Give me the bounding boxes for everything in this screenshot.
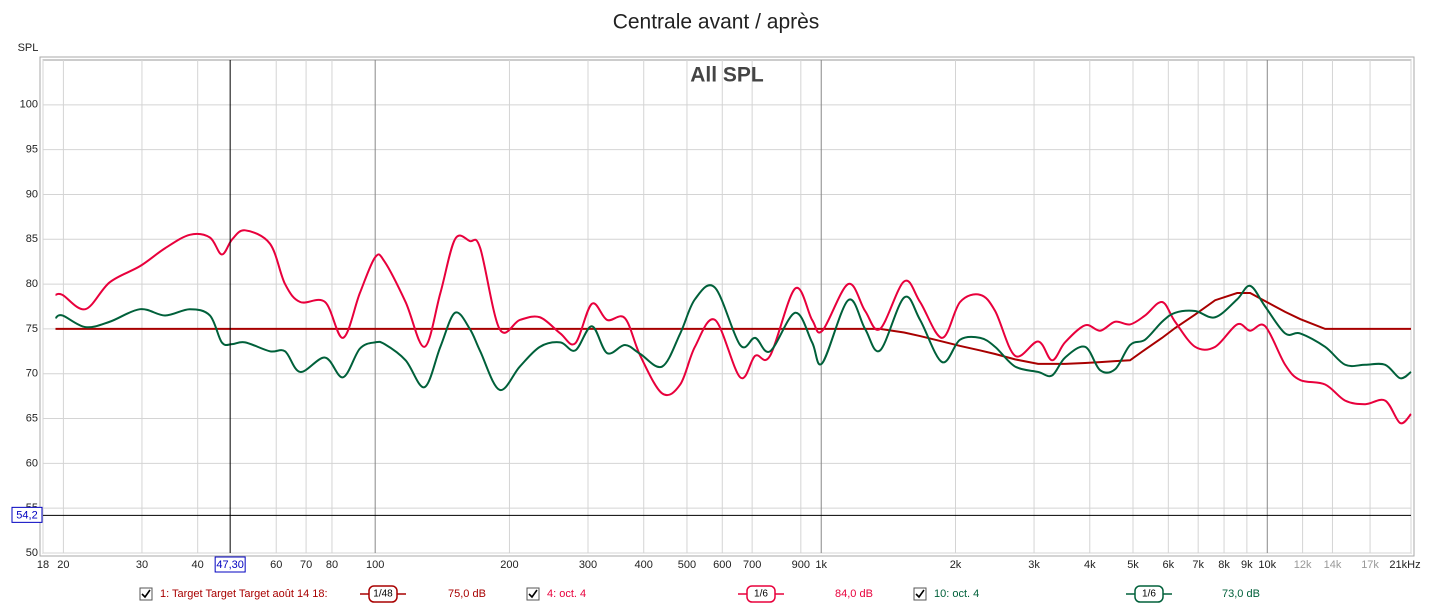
- x-tick-label: 6k: [1163, 559, 1175, 571]
- legend-smoothing-box: [746, 585, 776, 603]
- y-tick-label: 95: [26, 144, 38, 156]
- legend-entry[interactable]: 4: oct. 4 1/6 84,0 dB: [526, 585, 873, 603]
- legend-smoothing: 1/48: [373, 589, 393, 600]
- cursor-x-label: 47,30: [216, 559, 244, 571]
- x-tick-label: 200: [500, 559, 518, 571]
- legend-entry[interactable]: 10: oct. 4 1/6 73,0 dB: [913, 585, 1260, 603]
- legend: 1: Target Target Target août 14 18: 1/48 7…: [139, 585, 1260, 603]
- x-tick-label: 80: [326, 559, 338, 571]
- x-tick-label: 14k: [1324, 559, 1342, 571]
- x-tick-label: 8k: [1218, 559, 1230, 571]
- x-tick-label: 2k: [950, 559, 962, 571]
- y-tick-label: 60: [26, 457, 38, 469]
- chart-title: Centrale avant / après: [613, 11, 820, 34]
- x-tick-label: 400: [635, 559, 653, 571]
- legend-entry[interactable]: 1: Target Target Target août 14 18: 1/48 7…: [139, 585, 486, 603]
- x-tick-label: 9k: [1241, 559, 1253, 571]
- x-tick-label: 600: [713, 559, 731, 571]
- legend-check: [141, 589, 151, 599]
- x-tick-label: 20: [57, 559, 69, 571]
- y-tick-label: 80: [26, 278, 38, 290]
- legend-checkbox[interactable]: [526, 587, 540, 601]
- plot-frame: [39, 56, 1415, 557]
- legend-smoothing-box: [368, 585, 398, 603]
- x-tick-label: 700: [743, 559, 761, 571]
- legend-checkbox[interactable]: [139, 587, 153, 601]
- x-tick-label: 70: [300, 559, 312, 571]
- x-tick-label: 17k: [1361, 559, 1379, 571]
- x-tick-label: 21kHz: [1389, 559, 1420, 571]
- y-tick-label: 70: [26, 368, 38, 380]
- legend-smoothing: 1/6: [1142, 589, 1156, 600]
- x-tick-label: 18: [37, 559, 49, 571]
- legend-checkbox[interactable]: [913, 587, 927, 601]
- y-axis-label: SPL: [18, 42, 39, 54]
- series-line: [55, 229, 1412, 425]
- x-tick-label: 4k: [1084, 559, 1096, 571]
- plot-area: [42, 59, 1412, 554]
- x-tick-label: 1k: [815, 559, 827, 571]
- x-tick-label: 30: [136, 559, 148, 571]
- labels: 5055606570758085909510018203040607080100…: [11, 99, 1421, 573]
- x-tick-label: 10k: [1258, 559, 1276, 571]
- legend-smoothing: 1/6: [754, 589, 768, 600]
- x-tick-label: 100: [366, 559, 384, 571]
- series-line: [54, 284, 1412, 391]
- legend-name: 1: Target Target Target août 14 18:: [160, 588, 328, 600]
- x-tick-label: 60: [270, 559, 282, 571]
- legend-smoothing-box: [1134, 585, 1164, 603]
- y-tick-label: 65: [26, 412, 38, 424]
- cursor-y-label: 54,2: [16, 509, 37, 521]
- series-line: [55, 292, 1411, 365]
- y-tick-label: 50: [26, 547, 38, 559]
- inner-title: All SPL: [690, 64, 764, 87]
- y-tick-label: 90: [26, 188, 38, 200]
- x-tick-label: 40: [192, 559, 204, 571]
- x-tick-label: 900: [792, 559, 810, 571]
- y-tick-label: 100: [20, 99, 38, 111]
- cursor-x-box: [214, 556, 246, 573]
- legend-name: 4: oct. 4: [547, 588, 586, 600]
- cursor-y-box: [11, 506, 43, 523]
- legend-check: [915, 589, 925, 599]
- x-tick-label: 500: [678, 559, 696, 571]
- y-tick-label: 85: [26, 233, 38, 245]
- y-tick-label: 75: [26, 323, 38, 335]
- legend-level: 73,0 dB: [1222, 588, 1260, 600]
- x-tick-label: 300: [579, 559, 597, 571]
- lines: [43, 60, 1412, 553]
- legend-name: 10: oct. 4: [934, 588, 979, 600]
- legend-check: [528, 589, 538, 599]
- legend-level: 75,0 dB: [448, 588, 486, 600]
- legend-level: 84,0 dB: [835, 588, 873, 600]
- x-tick-label: 5k: [1127, 559, 1139, 571]
- x-tick-label: 7k: [1192, 559, 1204, 571]
- x-tick-label: 12k: [1294, 559, 1312, 571]
- x-tick-label: 3k: [1028, 559, 1040, 571]
